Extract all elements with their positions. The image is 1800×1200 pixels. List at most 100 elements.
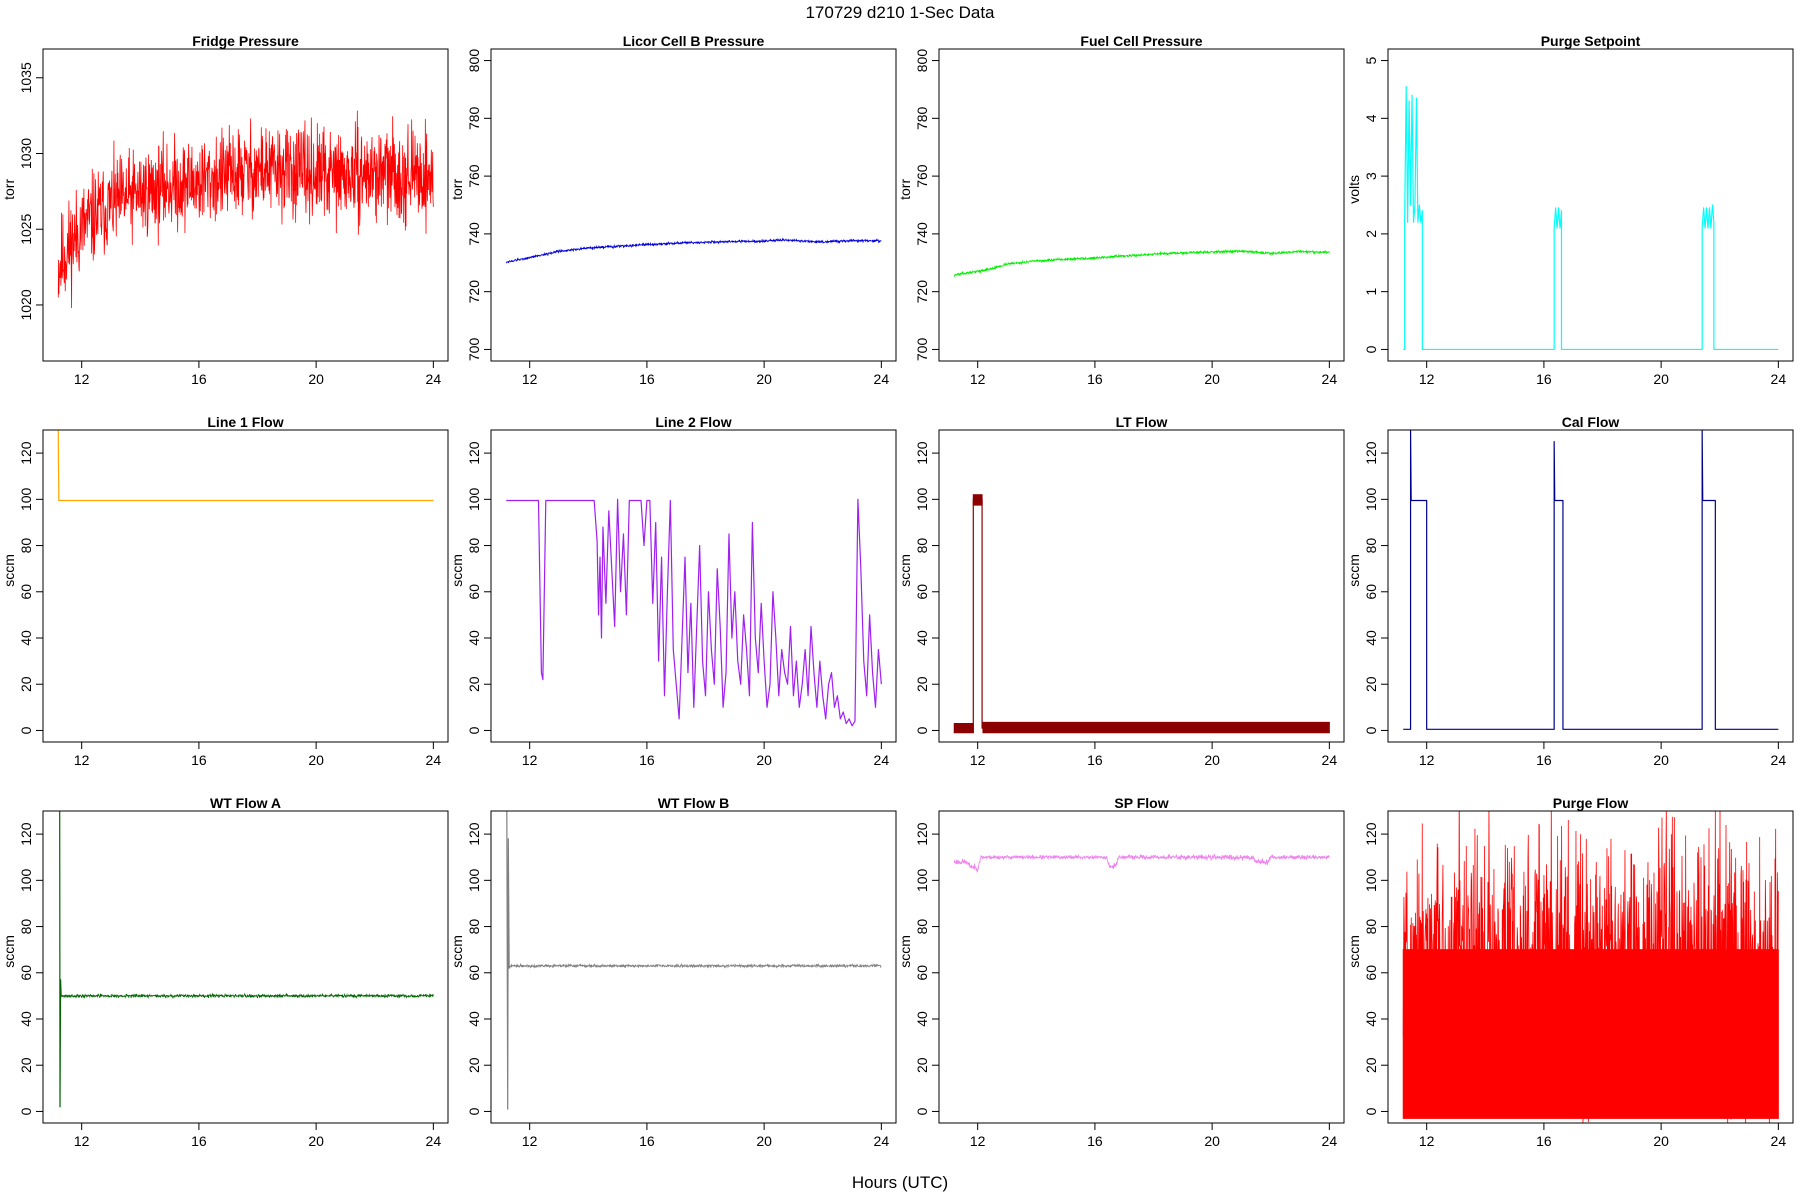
y-tick-label: 760 [914,164,930,188]
y-tick-label: 80 [1363,538,1379,554]
series-line [972,498,983,733]
plot-frame [490,810,897,1124]
panel-12: Purge Flow sccm 0 20 40 60 80 100 120 12 16 20 24 [1346,795,1794,1149]
y-tick-label: 120 [1363,441,1379,465]
y-tick-label: 60 [466,584,482,600]
y-tick-label: 20 [914,676,930,692]
y-axis-label: sccm [1346,935,1362,968]
y-tick-label: 1 [1363,288,1379,296]
plot-data [953,248,1330,278]
plot-data [1403,85,1779,351]
x-tick-label: 12 [970,1133,986,1149]
x-tick-label: 20 [308,1133,324,1149]
plot-frame [938,429,1345,743]
x-tick-label: 16 [1087,752,1103,768]
y-tick-label: 1030 [18,138,34,169]
y-tick-label: 100 [1363,868,1379,892]
x-tick-label: 16 [1536,371,1552,387]
y-tick-label: 120 [466,822,482,846]
series-line [506,811,512,1110]
x-tick-label: 16 [639,371,655,387]
x-tick-label: 16 [639,752,655,768]
panel-8: Cal Flow sccm 0 20 40 60 80 100 120 12 16 20 24 [1346,414,1794,768]
x-tick-label: 20 [1204,752,1220,768]
y-tick-label: 720 [466,280,482,304]
panel-title: Licor Cell B Pressure [623,33,765,49]
panel-3: Fuel Cell Pressure torr 700 720 740 760 780 800… [897,33,1345,387]
x-tick-label: 16 [639,1133,655,1149]
x-tick-label: 16 [1536,1133,1552,1149]
series-noise [1402,811,1779,1123]
y-tick-label: 120 [466,441,482,465]
y-axis-label: sccm [897,935,913,968]
x-tick-label: 12 [74,1133,90,1149]
x-tick-label: 20 [308,371,324,387]
figure-xlabel: Hours (UTC) [852,1173,948,1192]
y-tick-label: 20 [466,676,482,692]
series-noise [60,992,434,1000]
x-tick-label: 20 [1653,1133,1669,1149]
y-tick-label: 60 [914,584,930,600]
y-tick-label: 3 [1363,172,1379,180]
series-noise [505,237,882,264]
y-axis-label: volts [1346,175,1362,204]
y-tick-label: 0 [466,726,482,734]
y-tick-label: 100 [466,487,482,511]
y-tick-label: 780 [466,106,482,130]
x-tick-label: 24 [1322,752,1338,768]
y-axis-label: torr [449,179,465,200]
y-tick-label: 20 [18,1057,34,1073]
y-tick-label: 40 [18,1011,34,1027]
x-tick-label: 12 [970,371,986,387]
y-axis-label: torr [897,179,913,200]
y-tick-label: 60 [18,584,34,600]
plot-data [57,110,434,309]
y-axis-label: sccm [1346,554,1362,587]
y-tick-label: 780 [914,106,930,130]
plot-frame [42,810,449,1124]
x-tick-label: 20 [756,752,772,768]
y-tick-label: 4 [1363,114,1379,122]
panel-5: Line 1 Flow sccm 0 20 40 60 80 100 120 12 16 20 24 [1,414,449,768]
y-tick-label: 20 [18,676,34,692]
y-tick-label: 0 [1363,1107,1379,1115]
x-tick-label: 24 [1322,371,1338,387]
panel-title: Line 1 Flow [207,414,283,430]
y-axis-label: sccm [1,554,17,587]
x-tick-label: 16 [191,752,207,768]
y-tick-label: 80 [914,919,930,935]
x-tick-label: 20 [756,1133,772,1149]
plot-data [1402,811,1779,1123]
y-tick-label: 100 [914,868,930,892]
panel-title: Fridge Pressure [192,33,299,49]
panel-title: LT Flow [1116,414,1168,430]
x-tick-label: 20 [1653,371,1669,387]
panel-title: Cal Flow [1562,414,1620,430]
x-tick-label: 20 [1204,1133,1220,1149]
y-tick-label: 60 [1363,965,1379,981]
x-tick-label: 24 [426,1133,442,1149]
plot-data [953,853,1330,873]
panel-title: WT Flow B [658,795,730,811]
series-line [1403,85,1779,351]
plot-frame [42,429,449,743]
y-axis-label: sccm [449,554,465,587]
y-tick-label: 0 [466,1107,482,1115]
x-tick-label: 24 [874,1133,890,1149]
series-noise [953,853,1330,873]
y-tick-label: 120 [18,441,34,465]
x-tick-label: 12 [1419,1133,1435,1149]
y-tick-label: 100 [18,868,34,892]
y-tick-label: 0 [914,726,930,734]
y-tick-label: 100 [1363,487,1379,511]
y-tick-label: 100 [18,487,34,511]
plot-frame [1387,48,1794,362]
series-line [57,430,434,502]
y-tick-label: 0 [1363,726,1379,734]
plot-frame [490,48,897,362]
y-tick-label: 80 [466,919,482,935]
plot-data [1403,430,1779,730]
panel-title: WT Flow A [210,795,281,811]
panel-7: LT Flow sccm 0 20 40 60 80 100 120 12 16 20 24 [897,414,1345,768]
